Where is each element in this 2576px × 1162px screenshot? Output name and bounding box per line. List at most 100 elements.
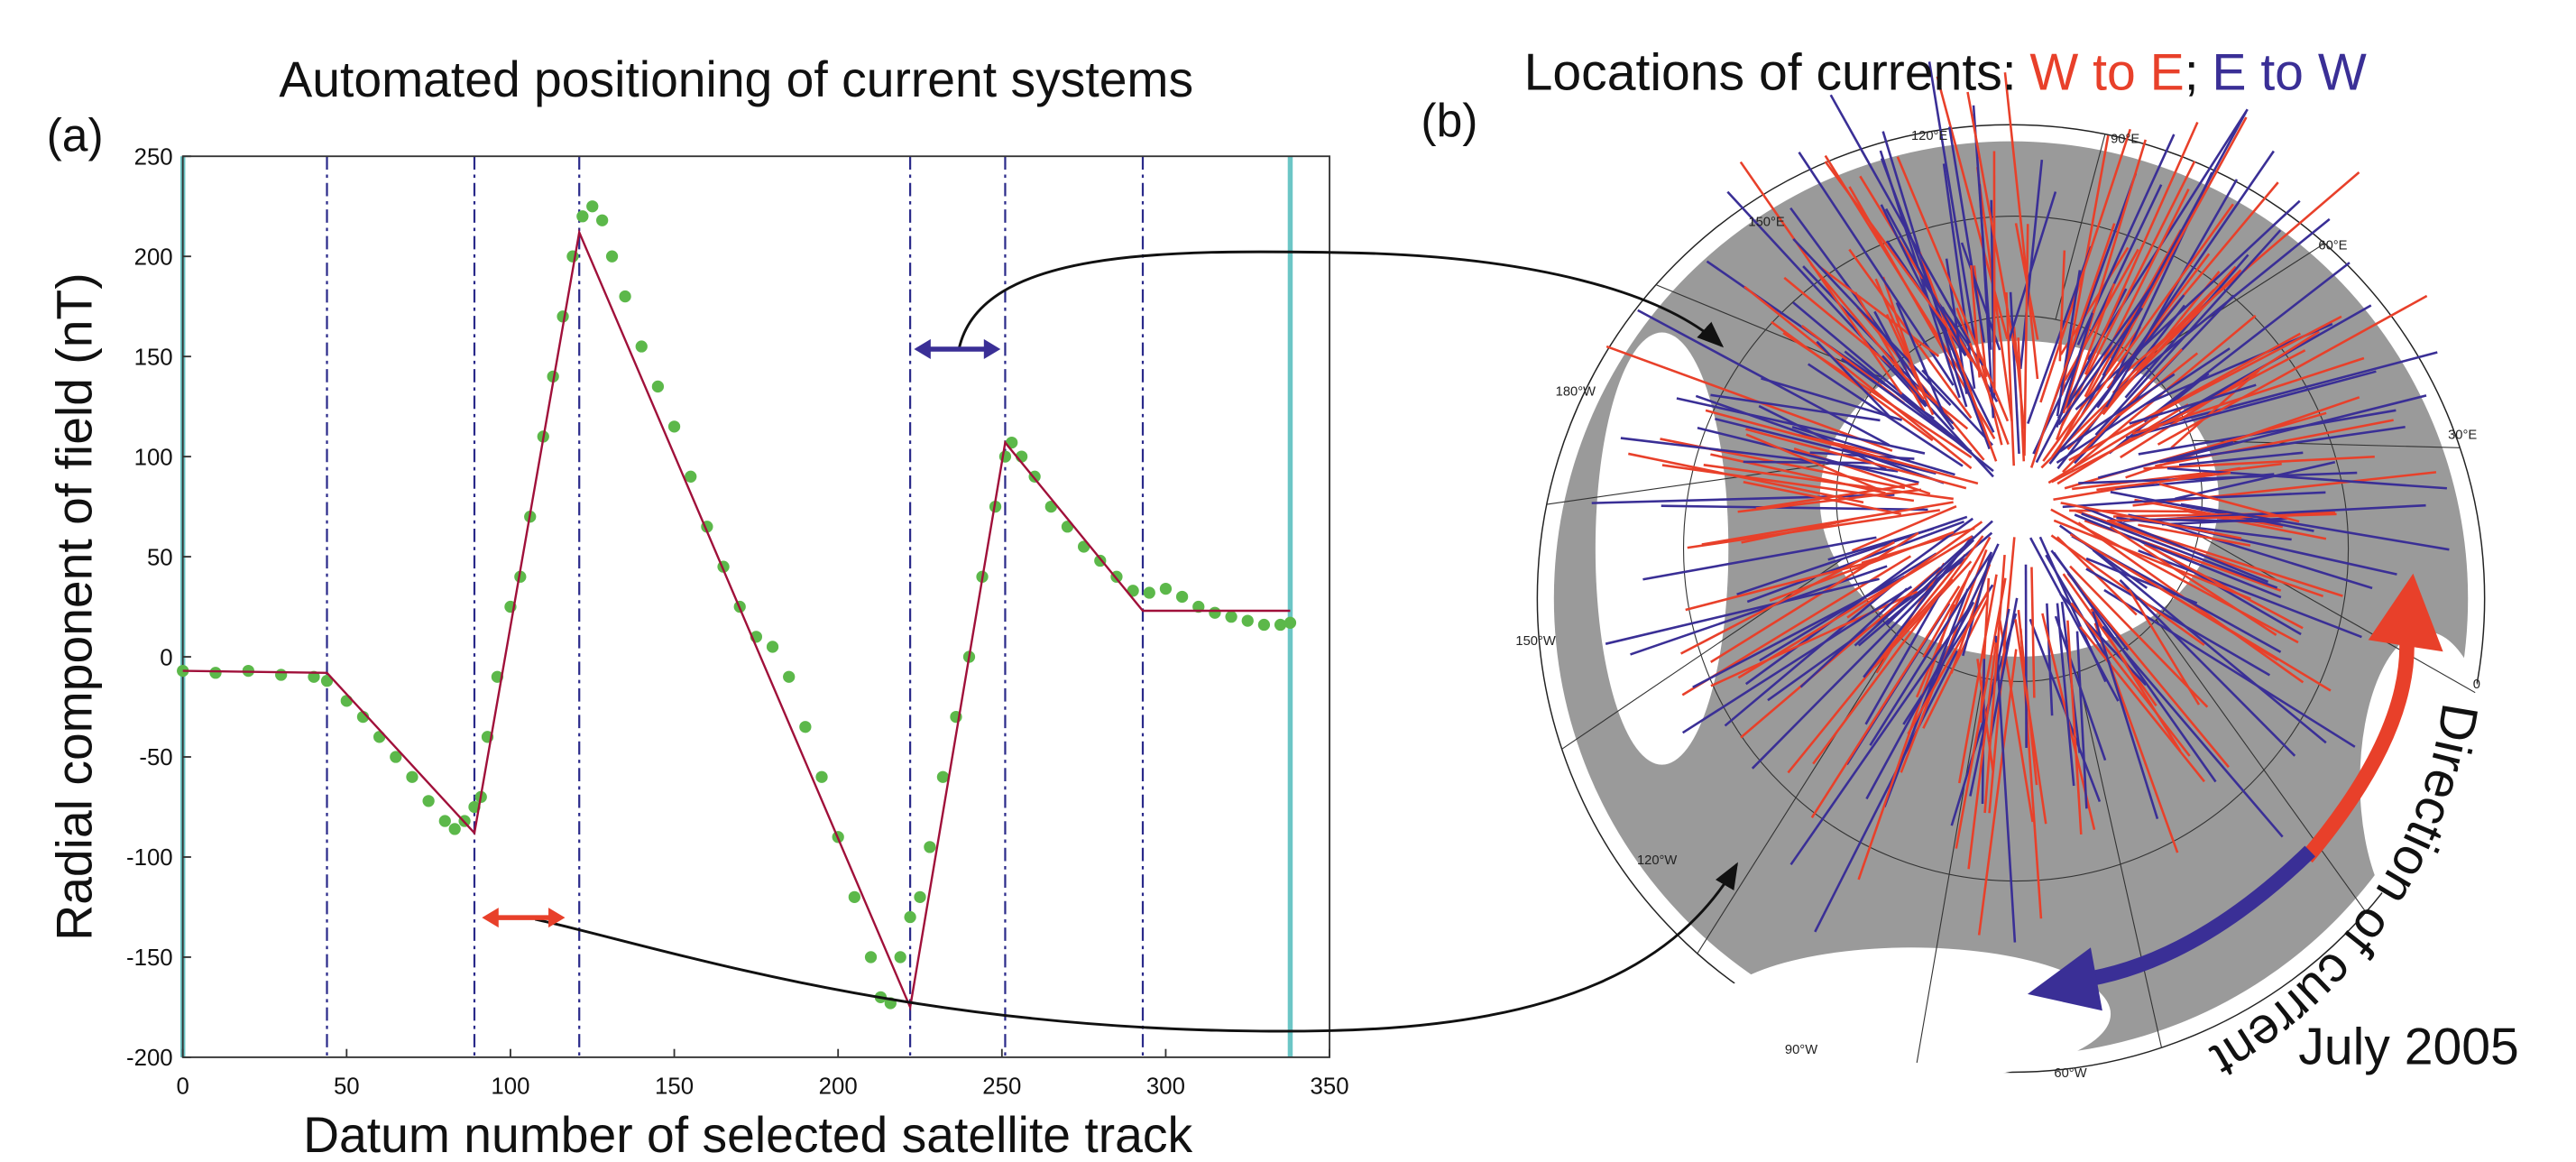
current-line (1789, 207, 1955, 430)
data-point (209, 667, 222, 679)
current-line (1988, 597, 2019, 742)
lon-label: 90°W (1785, 1043, 1817, 1057)
current-line (2155, 419, 2394, 467)
current-line (2039, 128, 2131, 403)
current-line (2119, 579, 2296, 757)
meridian (1697, 635, 1900, 954)
current-line (2092, 611, 2159, 820)
data-point (605, 250, 619, 263)
current-line (2075, 631, 2088, 809)
current-line (1854, 291, 1926, 412)
lon-label: 0 (2473, 678, 2480, 692)
current-line (1979, 577, 1991, 723)
direction-arrow-west (2076, 845, 2315, 989)
current-line (1846, 521, 1983, 619)
current-line (1896, 156, 2010, 422)
ocean (1819, 340, 2219, 657)
panel-label: (a) (47, 109, 104, 161)
lon-label: 120°E (1911, 129, 1947, 143)
data-point (635, 340, 648, 353)
current-line (2151, 519, 2373, 590)
separator: ; (2185, 44, 2199, 102)
current-line (1955, 577, 2007, 849)
meridian (2198, 534, 2476, 694)
current-line (1915, 570, 1972, 698)
arrowhead (2368, 573, 2443, 652)
data-point (177, 664, 189, 678)
current-line (1809, 263, 1925, 401)
current-line (2167, 466, 2447, 490)
current-line (2096, 150, 2275, 409)
current-line (2069, 565, 2209, 708)
current-line (1869, 551, 1992, 746)
current-line (1881, 131, 1968, 408)
current-line (1829, 94, 1972, 344)
w-to-e: W to E (2029, 44, 2184, 102)
current-line (1680, 540, 1895, 655)
current-line (2157, 294, 2428, 446)
current-line (2074, 513, 2282, 599)
current-line (2124, 254, 2249, 399)
x-tick-label: 250 (982, 1074, 1021, 1099)
current-lines (1591, 61, 2450, 943)
data-point (685, 470, 697, 483)
current-line (2005, 291, 2016, 466)
current-line (2040, 269, 2242, 469)
current-line (1994, 635, 2017, 943)
current-line (2151, 351, 2438, 429)
current-line (1857, 531, 1993, 647)
current-line (1863, 535, 1974, 678)
current-line (1857, 604, 1955, 881)
y-tick-label: 250 (134, 144, 173, 170)
current-line (1907, 589, 1990, 735)
meridian (2156, 619, 2367, 913)
current-line (1676, 397, 1926, 455)
current-line (1955, 308, 2010, 445)
current-line (2066, 572, 2230, 769)
current-line (1799, 587, 1909, 688)
data-point (438, 815, 451, 827)
current-line (2138, 549, 2362, 639)
lon-label: 60°E (2318, 238, 2347, 253)
current-line (1758, 404, 1887, 471)
data-point (1209, 606, 1221, 619)
current-line (2180, 503, 2450, 551)
current-line (1620, 437, 1899, 473)
fit-line (182, 228, 1291, 1011)
current-line (2112, 511, 2336, 518)
data-point (914, 890, 926, 903)
data-point (619, 290, 631, 303)
current-line (2143, 262, 2351, 423)
current-line (2116, 516, 2292, 541)
current-line (2019, 159, 2044, 369)
current-line (1967, 642, 1998, 870)
data-point (766, 641, 779, 653)
current-line (1852, 505, 1957, 552)
data-point (1241, 614, 1254, 627)
current-line (1817, 264, 1940, 357)
current-line (2048, 294, 2185, 465)
data-point (783, 670, 796, 683)
data-point (651, 380, 665, 393)
y-tick-label: -50 (139, 745, 172, 770)
current-line (2105, 179, 2239, 408)
current-line (1936, 76, 2009, 339)
lon-label: 150°E (1748, 216, 1784, 230)
e-to-w: E to W (2212, 44, 2366, 102)
current-line (1701, 501, 1954, 546)
current-line (2009, 291, 2020, 455)
current-line (1824, 161, 1973, 363)
data-point (848, 890, 860, 903)
current-line (1681, 586, 1913, 734)
meridian (2076, 671, 2163, 1048)
arrow-heads (482, 908, 566, 928)
current-line (2132, 471, 2437, 507)
current-line (1918, 252, 1998, 462)
data-point (1175, 590, 1189, 604)
current-line (1661, 464, 1915, 503)
current-line (1864, 590, 1944, 725)
current-line (1605, 345, 1893, 452)
current-line (1724, 583, 1896, 727)
current-line (2024, 564, 2028, 749)
x-tick-label: 150 (655, 1074, 694, 1099)
